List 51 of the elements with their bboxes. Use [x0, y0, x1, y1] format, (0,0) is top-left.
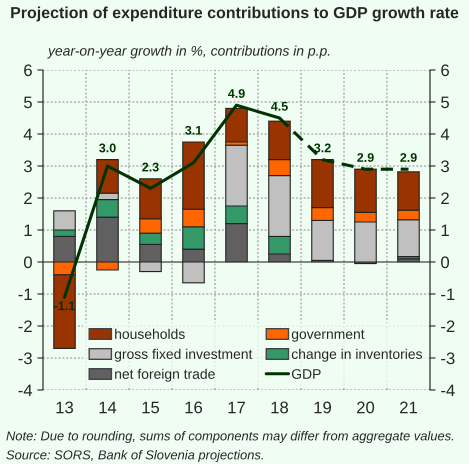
y2-tick-label: 4	[440, 128, 450, 140]
y-tick-label: 0	[24, 256, 32, 268]
data-label: 3.2	[314, 143, 331, 152]
data-label: 3.0	[99, 143, 116, 152]
y2-tick-label: 5	[441, 96, 449, 108]
legend-label: net foreign trade	[115, 368, 215, 382]
y2-tick-label: 3	[441, 160, 449, 172]
y2-tick-label: -1	[441, 288, 454, 300]
legend-label: change in inventories	[292, 348, 422, 362]
y-tick-label: -2	[18, 320, 32, 332]
y-tick-label: 2	[24, 192, 32, 204]
text: Note: Due to rounding, sums of components may differ from aggregate values.	[6, 430, 454, 444]
data-label: -1.1	[54, 302, 75, 310]
data-label: 2.9	[357, 153, 374, 162]
y-tick-label: -4	[18, 384, 32, 396]
y2-tick-label: -2	[441, 320, 454, 332]
y-tick-label: 6	[24, 64, 32, 76]
y2-tick-label: 0	[441, 256, 450, 268]
chart-subtitle: year-on-year growth in %, contributions in p.p.	[47, 46, 330, 58]
data-label: 2.9	[400, 153, 417, 162]
source-note: Source: SORS, Bank of Slovenia projections.	[6, 450, 263, 462]
x-tick-label: 19	[314, 402, 331, 414]
data-label: 2.3	[142, 162, 159, 172]
chart-title: Projection of expenditure contributions to GDP growth rate	[11, 6, 458, 22]
y-tick-label: -3	[18, 352, 32, 364]
y-tick-label: 3	[24, 160, 32, 172]
y-tick-label: 4	[24, 128, 32, 140]
x-tick-label: 17	[228, 402, 245, 414]
x-tick-label: 20	[357, 402, 374, 414]
legend-label: gross fixed investment	[114, 348, 252, 362]
y-tick-label: 5	[24, 96, 32, 108]
bar	[225, 108, 248, 143]
x-tick-label: 14	[100, 402, 116, 414]
x-tick-label: 15	[142, 402, 160, 414]
legend-label: government	[292, 330, 364, 342]
data-label: 3.1	[185, 126, 202, 135]
legend-label: households	[115, 328, 185, 339]
data-label: 4.9	[228, 89, 245, 98]
y2-tick-label: 1	[442, 224, 449, 236]
x-tick-label: 18	[272, 402, 288, 414]
y2-tick-label: 2	[441, 192, 449, 204]
y-tick-label: -1	[18, 288, 32, 300]
x-tick-label: 21	[400, 402, 417, 414]
x-tick-label: 16	[186, 402, 202, 414]
data-label: 4.5	[271, 102, 288, 111]
y2-tick-label: 6	[441, 64, 449, 76]
y2-tick-label: -4	[441, 384, 455, 396]
legend-label: GDP	[292, 369, 321, 379]
y-tick-label: 1	[24, 224, 32, 236]
y2-tick-label: -3	[441, 352, 455, 364]
x-tick-label: 13	[56, 402, 74, 414]
